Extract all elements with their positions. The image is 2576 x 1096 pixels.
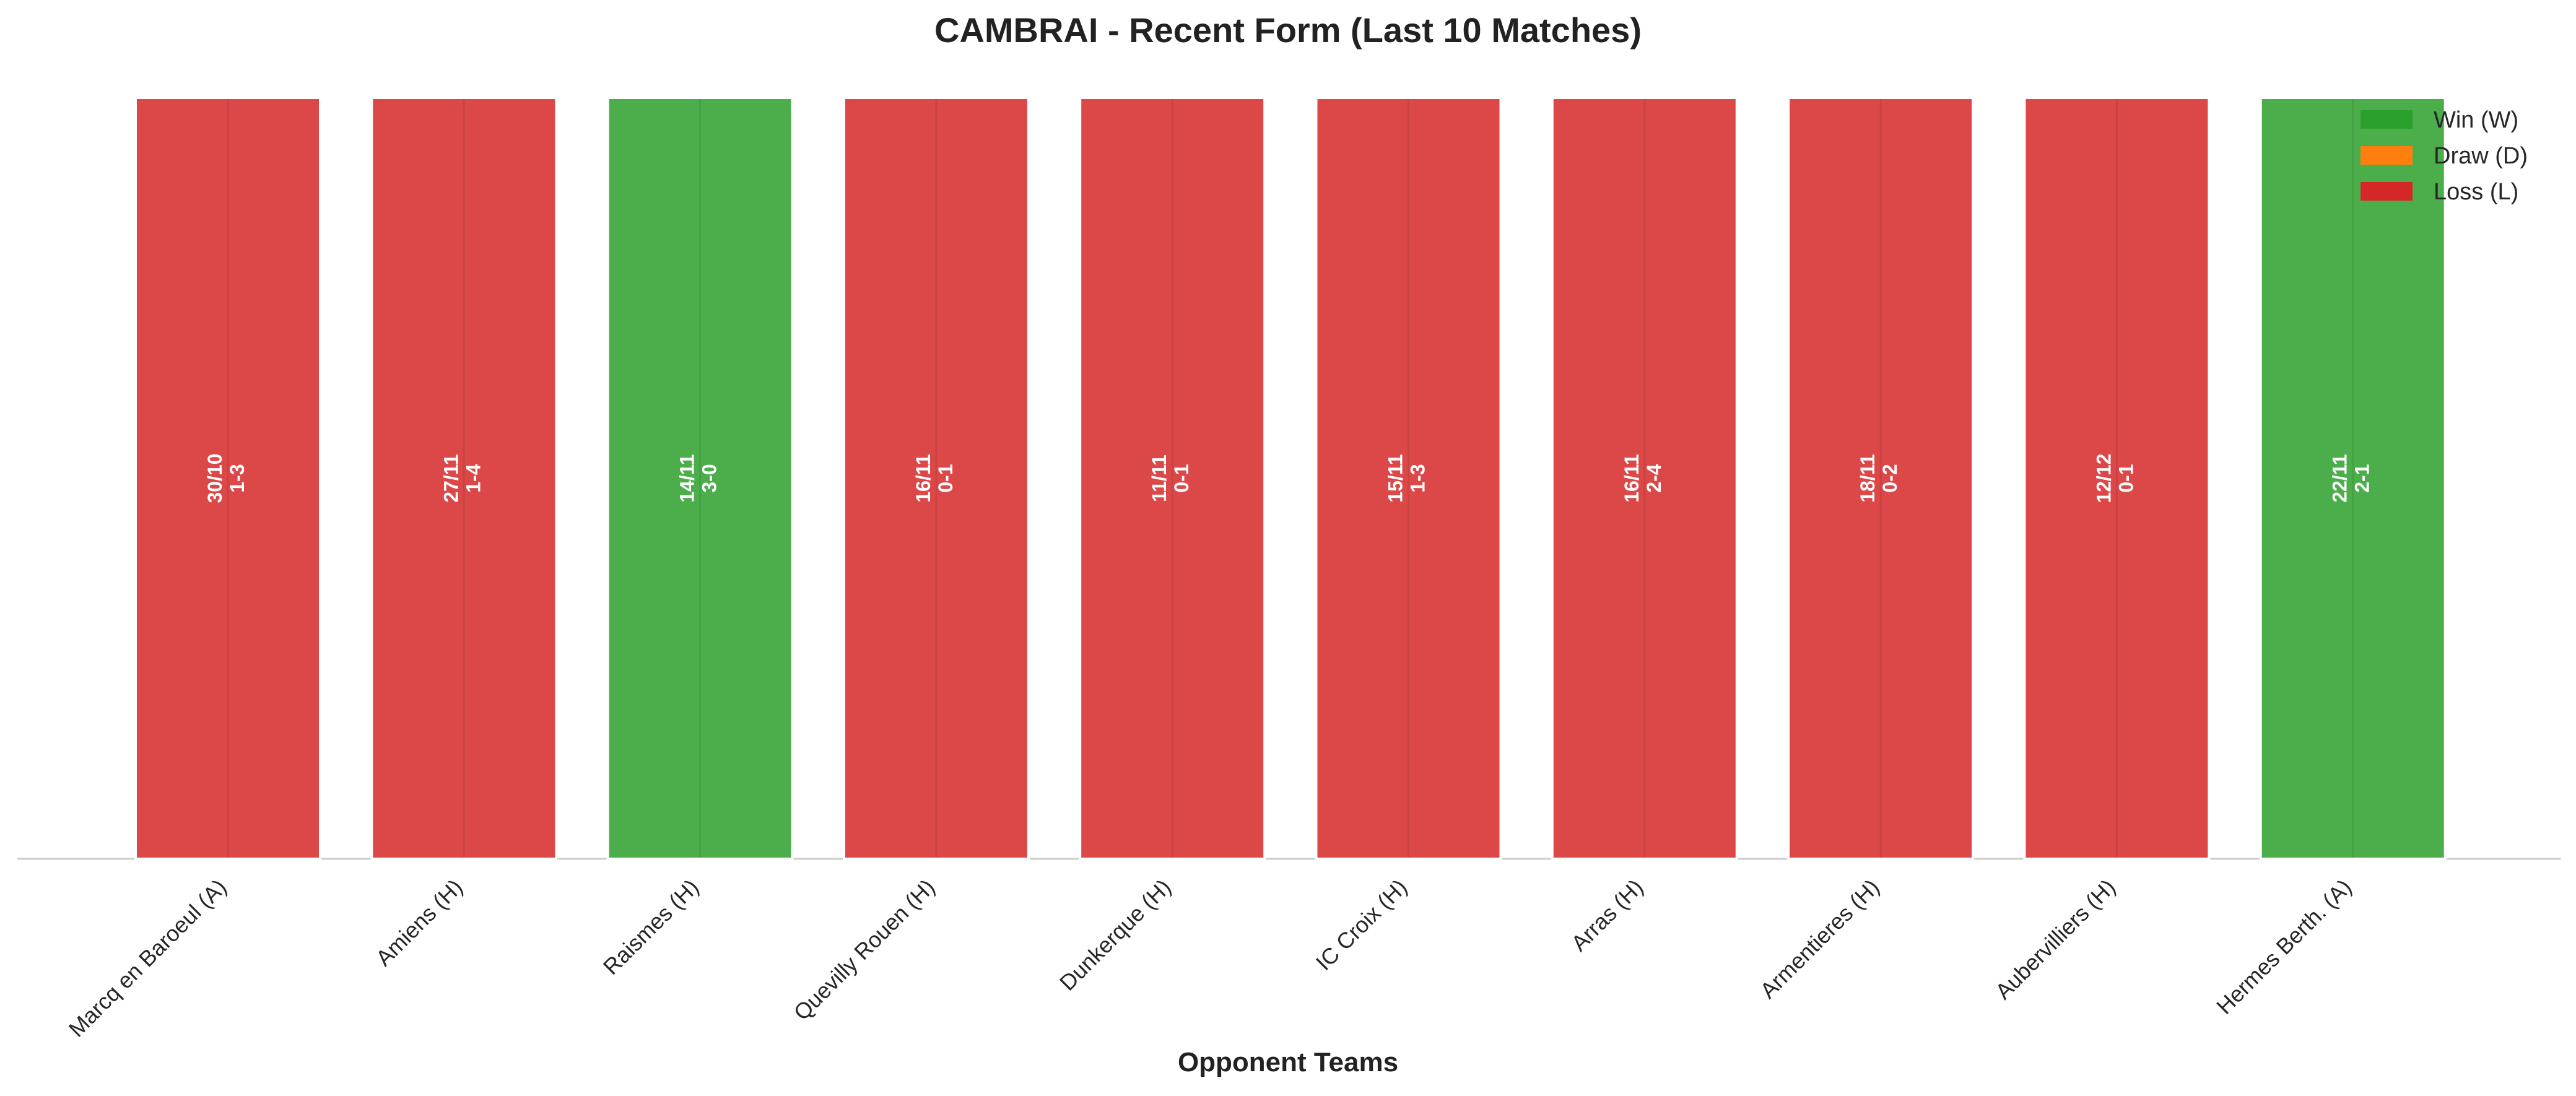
match-date-label: 22/11 bbox=[2329, 454, 2351, 502]
x-tick-label-1: Marcq en Baroeul (A) bbox=[64, 874, 232, 1042]
match-score-label: 1-3 bbox=[1407, 464, 1429, 492]
x-tick-label-5: Dunkerque (H) bbox=[1055, 874, 1176, 996]
match-date-label: 14/11 bbox=[676, 454, 698, 502]
data-label-10: 22/11 2-1 bbox=[2329, 454, 2374, 502]
x-tick-label-2: Amiens (H) bbox=[371, 874, 468, 971]
x-tick-label-9: Aubervilliers (H) bbox=[1990, 874, 2120, 1004]
x-tick-labels: Marcq en Baroeul (A) Amiens (H) Raismes (H… bbox=[64, 874, 2357, 1042]
data-label-9: 12/12 0-1 bbox=[2092, 453, 2137, 503]
legend-label-w: Win (W) bbox=[2434, 107, 2518, 133]
match-date-label: 12/12 bbox=[2092, 453, 2115, 503]
bar-4 bbox=[842, 97, 1030, 860]
legend-swatch-l bbox=[2361, 182, 2413, 201]
legend-swatch-w bbox=[2361, 110, 2413, 129]
x-tick-label-4: Quevilly Rouen (H) bbox=[789, 874, 940, 1025]
match-date-label: 16/11 bbox=[1621, 454, 1643, 502]
data-label-6: 15/11 1-3 bbox=[1385, 454, 1429, 502]
data-label-4: 16/11 0-1 bbox=[912, 454, 957, 502]
bar-6 bbox=[1315, 97, 1502, 860]
match-score-label: 0-2 bbox=[1879, 464, 1901, 492]
match-score-label: 3-0 bbox=[698, 464, 721, 492]
bar-10 bbox=[2259, 97, 2447, 860]
bar-5 bbox=[1079, 97, 1266, 860]
match-score-label: 0-1 bbox=[934, 464, 957, 492]
x-axis-label: Opponent Teams bbox=[1178, 1047, 1398, 1077]
match-date-label: 27/11 bbox=[440, 454, 462, 502]
match-date-label: 11/11 bbox=[1148, 454, 1170, 502]
data-label-7: 16/11 2-4 bbox=[1621, 454, 1665, 502]
bar-1 bbox=[134, 97, 321, 860]
chart-title: CAMBRAI - Recent Form (Last 10 Matches) bbox=[934, 11, 1642, 50]
match-score-label: 1-3 bbox=[226, 464, 248, 492]
bar-3 bbox=[606, 97, 794, 860]
bar-8 bbox=[1787, 97, 1975, 860]
bar-2 bbox=[370, 97, 558, 860]
legend-label-l: Loss (L) bbox=[2434, 179, 2518, 205]
data-label-3: 14/11 3-0 bbox=[676, 454, 721, 502]
match-score-label: 2-1 bbox=[2351, 464, 2374, 492]
match-score-label: 0-1 bbox=[1170, 464, 1193, 492]
bar-7 bbox=[1551, 97, 1738, 860]
x-tick-label-6: IC Croix (H) bbox=[1311, 874, 1412, 975]
match-date-label: 18/11 bbox=[1856, 454, 1879, 502]
match-score-label: 1-4 bbox=[462, 464, 484, 492]
match-score-label: 2-4 bbox=[1643, 464, 1665, 492]
data-label-5: 11/11 0-1 bbox=[1148, 454, 1193, 502]
match-date-label: 30/10 bbox=[204, 453, 226, 503]
data-label-2: 27/11 1-4 bbox=[440, 454, 484, 502]
legend: Win (W) Draw (D) Loss (L) bbox=[2361, 107, 2528, 205]
x-tick-label-8: Armentieres (H) bbox=[1755, 874, 1884, 1004]
match-score-label: 0-1 bbox=[2115, 464, 2137, 492]
data-label-1: 30/10 1-3 bbox=[204, 453, 248, 503]
bars-layer bbox=[134, 97, 2447, 860]
match-date-label: 16/11 bbox=[912, 454, 934, 502]
x-tick-label-3: Raismes (H) bbox=[598, 874, 703, 980]
x-tick-label-7: Arras (H) bbox=[1566, 874, 1648, 956]
data-label-8: 18/11 0-2 bbox=[1856, 454, 1901, 502]
bar-9 bbox=[2023, 97, 2211, 860]
legend-swatch-d bbox=[2361, 146, 2413, 165]
legend-label-d: Draw (D) bbox=[2434, 143, 2528, 169]
match-date-label: 15/11 bbox=[1385, 454, 1407, 502]
data-labels-layer: 30/10 1-3 27/11 1-4 14/11 3-0 16/11 0-1 11/11 0-1… bbox=[204, 453, 2374, 503]
x-tick-label-10: Hermes Berth. (A) bbox=[2211, 874, 2356, 1019]
